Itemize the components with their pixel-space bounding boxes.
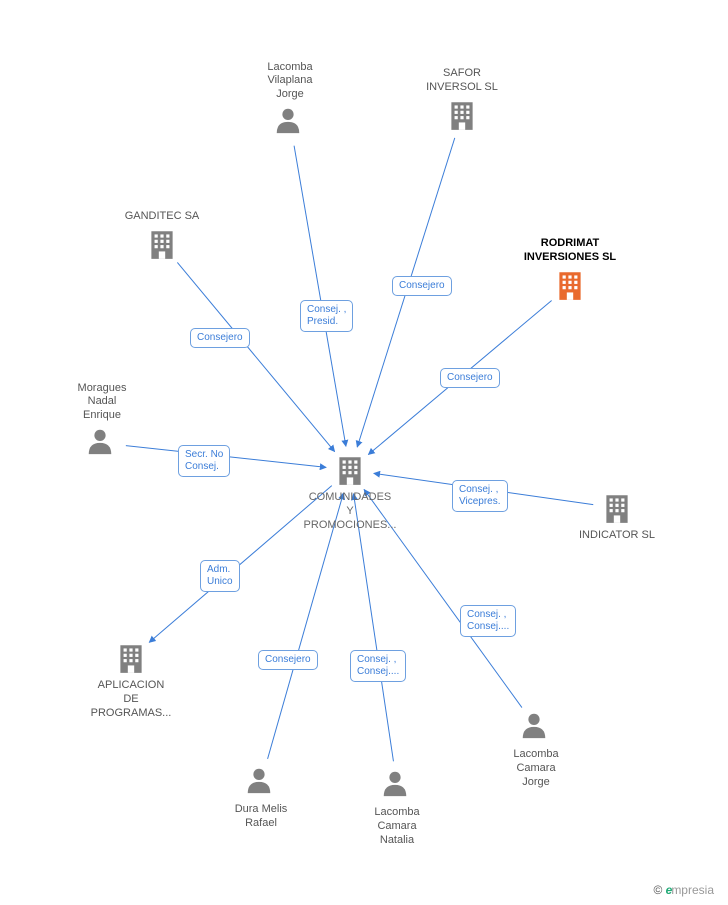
person-icon <box>519 710 549 740</box>
edge-label: Consej. , Consej.... <box>460 605 516 637</box>
edge-label: Consejero <box>440 368 500 388</box>
node-label: Dura Melis Rafael <box>201 803 321 831</box>
copyright-symbol: © <box>653 883 662 897</box>
node-label: COMUNIDADES Y PROMOCIONES... <box>290 491 410 532</box>
company-icon <box>600 491 634 525</box>
edge-label: Secr. No Consej. <box>178 445 230 477</box>
company-icon <box>145 227 179 261</box>
person-icon <box>85 426 115 456</box>
company-icon <box>333 453 367 487</box>
node-label: APLICACION DE PROGRAMAS... <box>71 679 191 720</box>
edge-label: Consej. , Presid. <box>300 300 353 332</box>
node-label: Moragues Nadal Enrique <box>42 382 162 423</box>
edge-line <box>354 494 394 762</box>
company-icon <box>114 641 148 675</box>
edge-line <box>177 262 334 451</box>
edge-label: Consej. , Consej.... <box>350 650 406 682</box>
node-label: Lacomba Camara Natalia <box>337 806 457 847</box>
company-icon <box>445 98 479 132</box>
node-label: GANDITEC SA <box>102 210 222 224</box>
node-label: Lacomba Vilaplana Jorge <box>230 61 350 102</box>
edge-label: Adm. Unico <box>200 560 240 592</box>
node-label: Lacomba Camara Jorge <box>476 748 596 789</box>
edge-line <box>268 493 344 759</box>
edge-label: Consejero <box>190 328 250 348</box>
edge-label: Consej. , Vicepres. <box>452 480 508 512</box>
copyright: © empresia <box>653 883 714 897</box>
node-label: SAFOR INVERSOL SL <box>402 67 522 95</box>
brand-rest: mpresia <box>671 883 714 897</box>
edge-label: Consejero <box>392 276 452 296</box>
company-icon <box>553 268 587 302</box>
node-label: INDICATOR SL <box>557 529 677 543</box>
person-icon <box>244 765 274 795</box>
node-label: RODRIMAT INVERSIONES SL <box>510 237 630 265</box>
edge-label: Consejero <box>258 650 318 670</box>
person-icon <box>273 105 303 135</box>
edge-line <box>294 146 346 447</box>
person-icon <box>380 768 410 798</box>
